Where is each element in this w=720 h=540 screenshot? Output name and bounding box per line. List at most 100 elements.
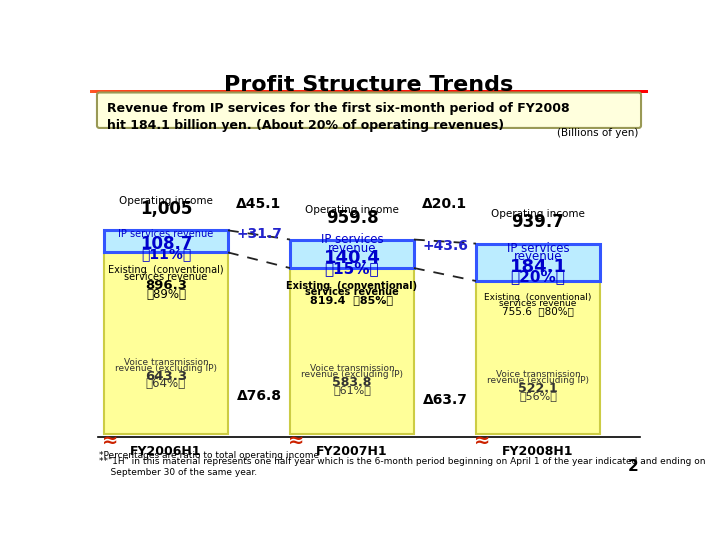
Bar: [646, 90, 648, 92]
Text: IP services: IP services: [507, 242, 570, 255]
Text: Δ76.8: Δ76.8: [236, 389, 282, 403]
Bar: [550, 90, 553, 92]
Bar: [510, 90, 513, 92]
Bar: [309, 90, 311, 92]
Bar: [622, 90, 625, 92]
Bar: [313, 90, 315, 92]
Text: 140.4: 140.4: [323, 249, 380, 267]
Bar: [451, 90, 453, 92]
Bar: [432, 90, 434, 92]
Text: 939.7: 939.7: [511, 213, 564, 231]
Bar: [179, 90, 181, 92]
Bar: [302, 90, 304, 92]
Bar: [546, 90, 548, 92]
Bar: [408, 90, 411, 92]
Bar: [120, 90, 122, 92]
Bar: [374, 90, 376, 92]
Bar: [327, 90, 330, 92]
Bar: [113, 90, 116, 92]
Bar: [608, 90, 611, 92]
Bar: [239, 90, 241, 92]
Bar: [190, 90, 192, 92]
Bar: [478, 90, 481, 92]
Bar: [218, 90, 220, 92]
Bar: [616, 90, 618, 92]
Bar: [593, 90, 595, 92]
Bar: [287, 90, 290, 92]
Text: revenue: revenue: [328, 242, 376, 255]
Bar: [92, 90, 94, 92]
Bar: [107, 90, 109, 92]
Bar: [399, 90, 402, 92]
Bar: [188, 90, 190, 92]
Bar: [276, 90, 279, 92]
Bar: [611, 90, 613, 92]
Bar: [162, 90, 164, 92]
Text: 896.3: 896.3: [145, 279, 187, 292]
Bar: [620, 90, 622, 92]
Bar: [529, 90, 532, 92]
Text: （56%）: （56%）: [519, 391, 557, 401]
Bar: [341, 90, 343, 92]
Bar: [353, 90, 355, 92]
Bar: [580, 90, 583, 92]
Bar: [555, 90, 557, 92]
Bar: [281, 90, 283, 92]
Text: （15%）: （15%）: [325, 261, 379, 276]
Text: FY2008H1: FY2008H1: [503, 445, 574, 458]
Bar: [325, 90, 327, 92]
Bar: [334, 90, 336, 92]
Text: ≈: ≈: [289, 431, 305, 450]
Bar: [625, 90, 627, 92]
Bar: [436, 90, 438, 92]
Text: Profit Structure Trends: Profit Structure Trends: [225, 75, 513, 95]
Text: 643.3: 643.3: [145, 369, 187, 382]
Bar: [464, 90, 467, 92]
Bar: [279, 90, 281, 92]
Bar: [387, 90, 390, 92]
Bar: [194, 90, 197, 92]
Bar: [453, 90, 455, 92]
Bar: [102, 90, 104, 92]
Bar: [516, 90, 518, 92]
Bar: [481, 90, 483, 92]
Bar: [541, 90, 544, 92]
Bar: [476, 244, 600, 281]
Bar: [311, 90, 313, 92]
Bar: [601, 90, 604, 92]
Bar: [564, 90, 567, 92]
Text: ≈: ≈: [474, 431, 491, 450]
Bar: [141, 90, 143, 92]
Bar: [176, 90, 179, 92]
Text: Δ45.1: Δ45.1: [236, 197, 282, 211]
Bar: [113, 304, 219, 434]
Bar: [290, 90, 292, 92]
Text: (Billions of yen): (Billions of yen): [557, 128, 639, 138]
Bar: [362, 90, 364, 92]
Bar: [222, 90, 225, 92]
Bar: [476, 281, 600, 434]
Bar: [253, 90, 255, 92]
Bar: [127, 90, 130, 92]
Bar: [220, 90, 222, 92]
Bar: [508, 90, 510, 92]
Bar: [158, 90, 160, 92]
Text: 2: 2: [628, 460, 639, 475]
Bar: [330, 90, 332, 92]
Bar: [604, 90, 606, 92]
Bar: [164, 90, 167, 92]
Bar: [104, 252, 228, 434]
Text: Existing  (conventional): Existing (conventional): [287, 281, 418, 291]
Bar: [539, 90, 541, 92]
Bar: [290, 240, 414, 268]
Bar: [116, 90, 118, 92]
Bar: [497, 90, 499, 92]
Bar: [476, 90, 478, 92]
Bar: [285, 90, 287, 92]
Bar: [495, 90, 497, 92]
Bar: [145, 90, 148, 92]
Bar: [171, 90, 174, 92]
Bar: [351, 90, 353, 92]
Bar: [232, 90, 234, 92]
Bar: [487, 90, 490, 92]
